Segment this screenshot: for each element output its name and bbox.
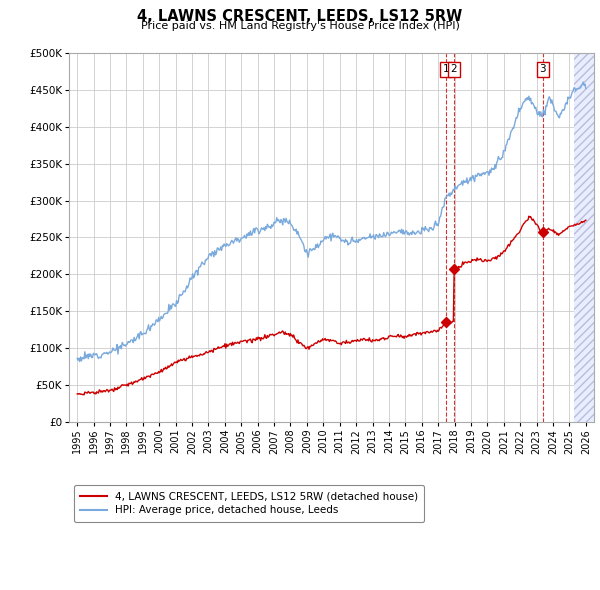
- Text: 1: 1: [442, 64, 449, 74]
- Text: Price paid vs. HM Land Registry's House Price Index (HPI): Price paid vs. HM Land Registry's House …: [140, 21, 460, 31]
- Text: 3: 3: [539, 64, 546, 74]
- Text: 2: 2: [451, 64, 457, 74]
- Legend: 4, LAWNS CRESCENT, LEEDS, LS12 5RW (detached house), HPI: Average price, detache: 4, LAWNS CRESCENT, LEEDS, LS12 5RW (deta…: [74, 485, 424, 522]
- Text: 4, LAWNS CRESCENT, LEEDS, LS12 5RW: 4, LAWNS CRESCENT, LEEDS, LS12 5RW: [137, 9, 463, 24]
- Bar: [574, 53, 600, 422]
